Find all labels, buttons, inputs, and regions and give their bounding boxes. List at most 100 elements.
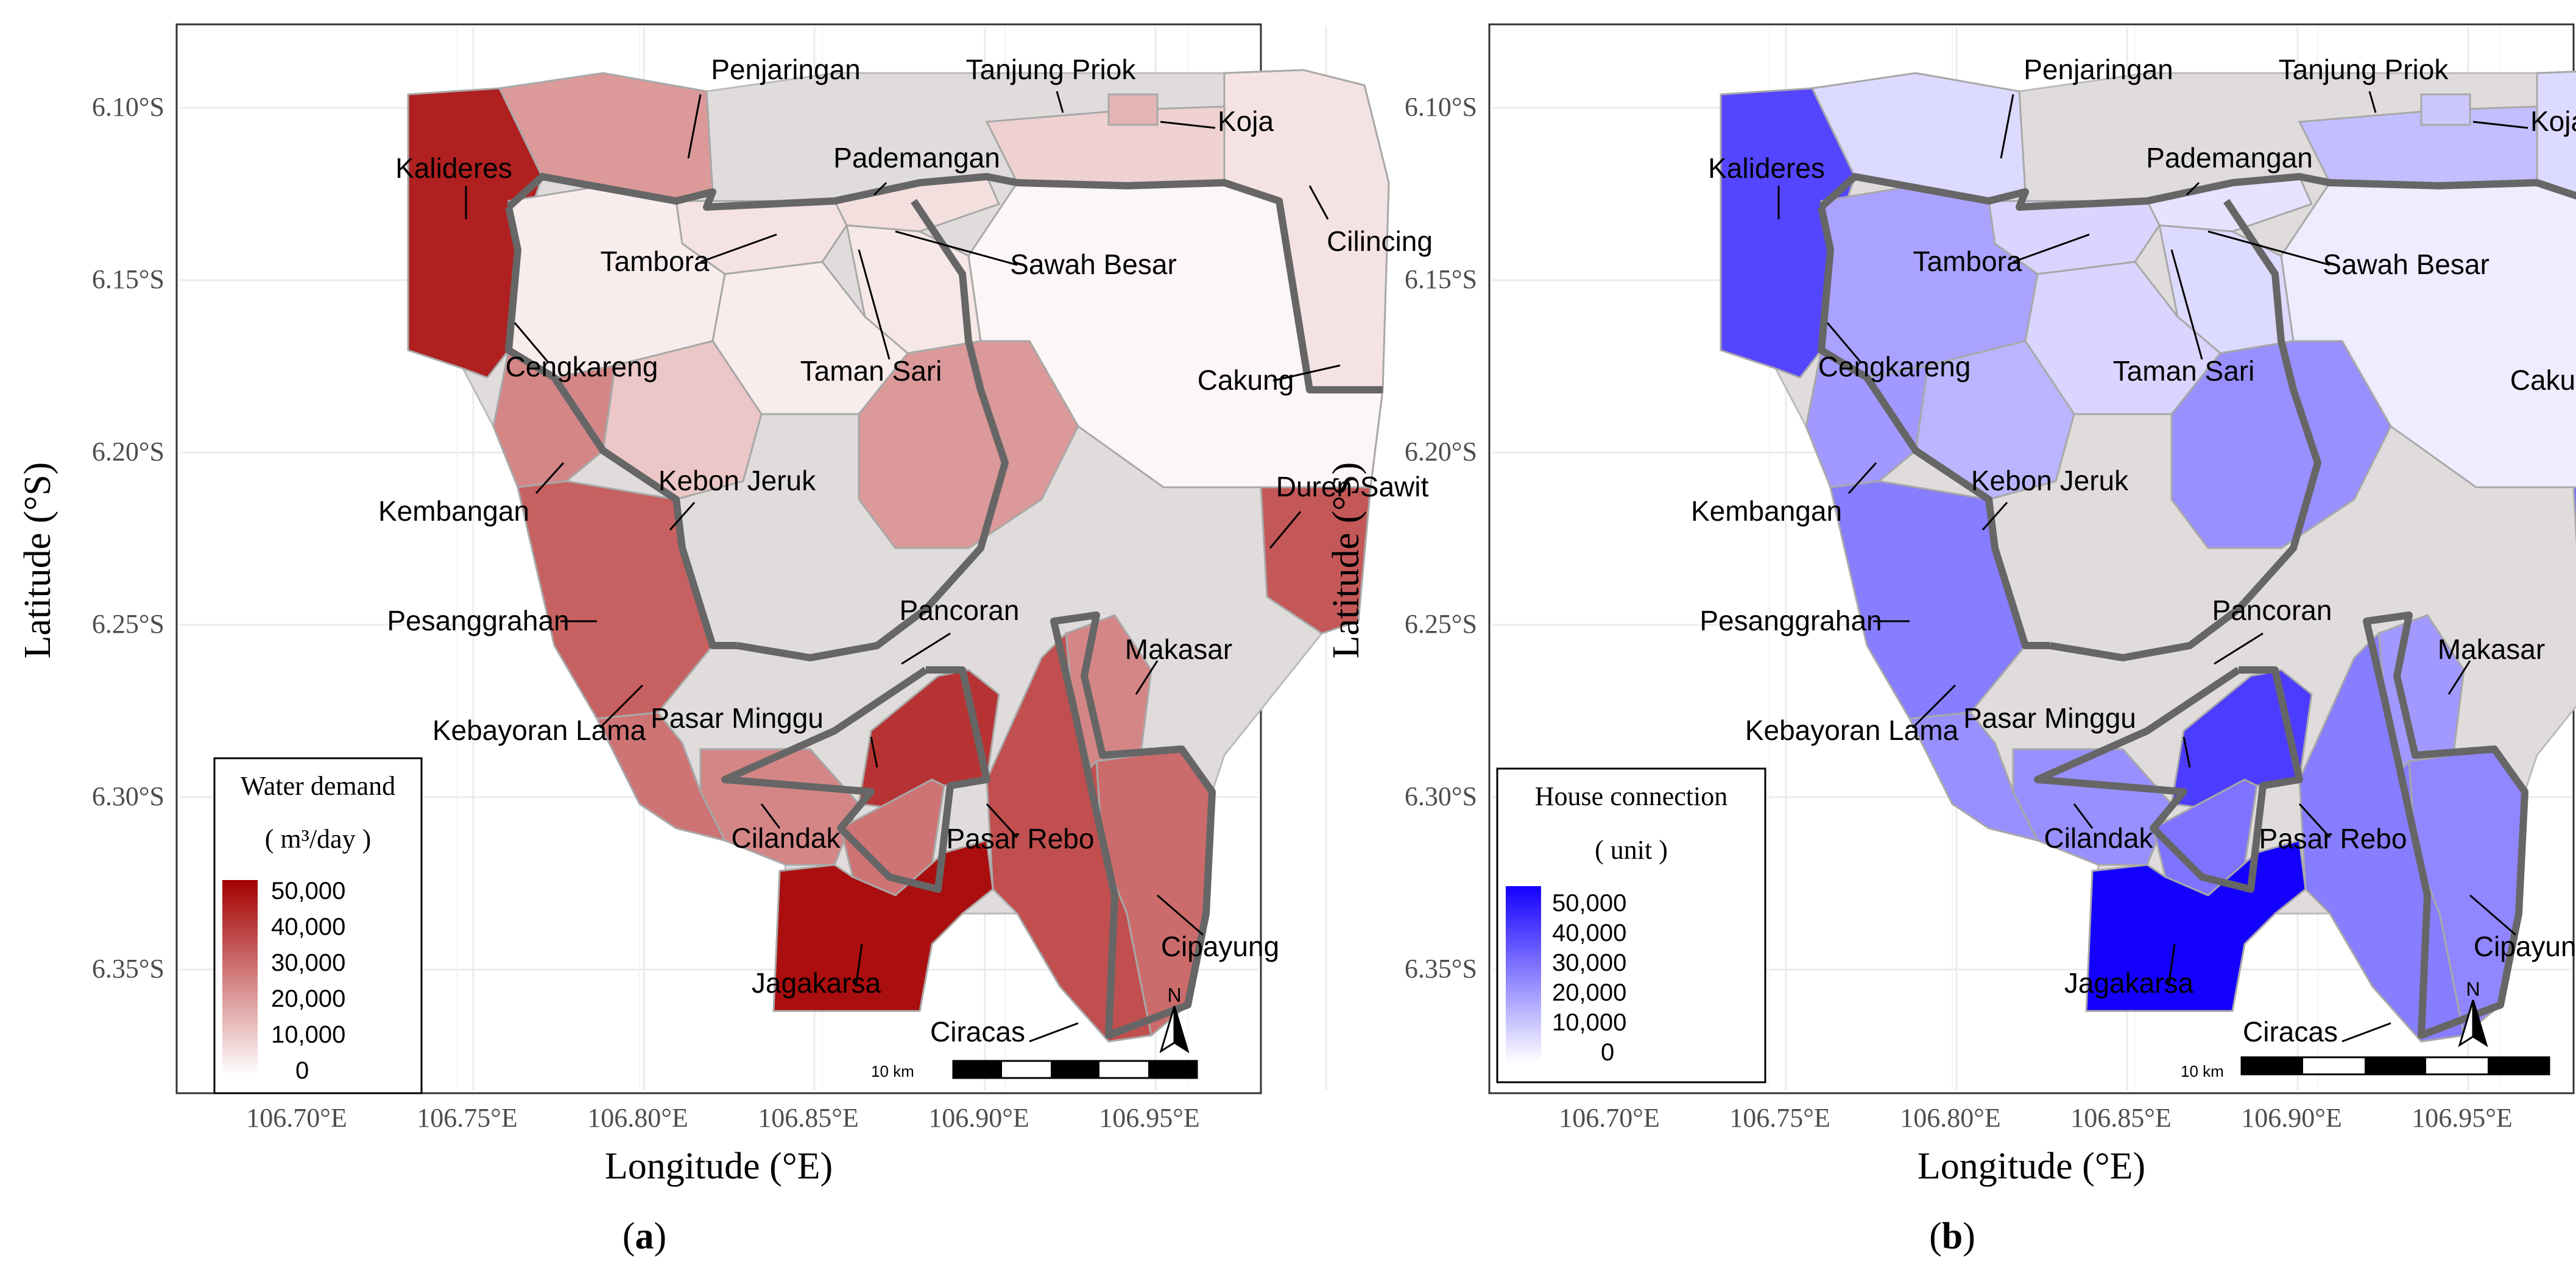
leader-line bbox=[2186, 181, 2200, 196]
label-duren-sawit: Duren Sawit bbox=[1276, 471, 1429, 502]
leader-line bbox=[1157, 894, 1204, 936]
scale-bar-segment bbox=[2242, 1057, 2303, 1074]
label-kebon-jeruk: Kebon Jeruk bbox=[658, 465, 816, 496]
label-kebon-jeruk: Kebon Jeruk bbox=[1971, 465, 2129, 496]
leader-line bbox=[2170, 249, 2203, 360]
legend-tick: 0 bbox=[1601, 1039, 1614, 1066]
panel-a-legend: Water demand ( m³/day ) 50,000 40,000 30… bbox=[213, 757, 423, 1094]
label-cilandak: Cilandak bbox=[2044, 822, 2154, 854]
scale-bar-segment bbox=[2365, 1057, 2426, 1074]
leader-line bbox=[1826, 322, 1862, 363]
legend-tick-labels: 50,000 40,000 30,000 20,000 10,000 0 bbox=[271, 878, 345, 1084]
leader-line bbox=[2341, 1022, 2391, 1043]
y-tick-label: 6.10°S bbox=[1405, 92, 1477, 122]
panel-b-y-ticks: 6.10°S 6.15°S 6.20°S 6.25°S 6.30°S 6.35°… bbox=[1405, 92, 1477, 984]
north-label: N bbox=[2466, 978, 2480, 1000]
y-tick-label: 6.15°S bbox=[92, 264, 164, 294]
district-tanjung-priok bbox=[2298, 105, 2538, 187]
leader-line bbox=[760, 803, 781, 829]
x-tick-label: 106.90°E bbox=[928, 1103, 1029, 1133]
label-cilandak: Cilandak bbox=[732, 822, 841, 854]
legend-box bbox=[1496, 767, 1766, 1083]
leader-line bbox=[2000, 94, 2014, 159]
legend-tick: 50,000 bbox=[1552, 890, 1626, 917]
legend-tick-labels: 50,000 40,000 30,000 20,000 10,000 0 bbox=[1552, 890, 1626, 1066]
leader-line bbox=[1911, 684, 1957, 729]
label-pademangan: Pademangan bbox=[833, 142, 1000, 174]
panel-a-x-axis-title: Longitude (°E) bbox=[605, 1146, 833, 1187]
legend-colorbar bbox=[222, 880, 258, 1075]
label-pasar-rebo: Pasar Rebo bbox=[2259, 823, 2407, 854]
legend-tick: 20,000 bbox=[271, 985, 345, 1012]
panel-b-label-leaders bbox=[1777, 91, 2528, 1043]
label-tanjung-priok: Tanjung Priok bbox=[2279, 54, 2449, 85]
y-tick-label: 6.30°S bbox=[1405, 781, 1477, 811]
leader-line bbox=[870, 736, 878, 768]
x-tick-label: 106.95°E bbox=[1099, 1103, 1199, 1133]
leader-line bbox=[2472, 121, 2528, 129]
leader-line bbox=[1981, 502, 2008, 530]
y-tick-label: 6.35°S bbox=[92, 954, 164, 984]
leader-line bbox=[599, 684, 644, 729]
label-pademangan: Pademangan bbox=[2146, 142, 2313, 174]
legend-tick: 40,000 bbox=[1552, 920, 1626, 946]
panel-b: Penjaringan Tanjung Priok Koja Kalideres Pad… bbox=[1325, 23, 2576, 1257]
y-tick-label: 6.25°S bbox=[92, 609, 164, 639]
panel-a-north-arrow: N bbox=[1159, 984, 1190, 1054]
x-tick-label: 106.85°E bbox=[758, 1103, 858, 1133]
legend-unit: ( unit ) bbox=[1595, 835, 1668, 865]
legend-tick: 30,000 bbox=[1552, 949, 1626, 976]
label-pancoran: Pancoran bbox=[900, 594, 1020, 626]
leader-line bbox=[669, 502, 696, 530]
label-jagakarsa: Jagakarsa bbox=[752, 967, 881, 999]
label-makasar: Makasar bbox=[2438, 633, 2545, 665]
panel-a-outline bbox=[505, 173, 1383, 1039]
panel-a-label-leaders bbox=[465, 91, 1341, 1043]
label-kembangan: Kembangan bbox=[378, 495, 529, 527]
legend-tick: 10,000 bbox=[271, 1021, 345, 1048]
leader-line bbox=[2013, 233, 2090, 263]
north-label: N bbox=[1167, 984, 1181, 1006]
leader-line bbox=[855, 943, 863, 987]
district-kembangan bbox=[492, 348, 616, 488]
district-koja bbox=[1107, 93, 1159, 126]
legend-tick: 10,000 bbox=[1552, 1009, 1626, 1036]
legend-colorbar bbox=[1506, 886, 1541, 1063]
panel-a-y-ticks: 6.10°S 6.15°S 6.20°S 6.25°S 6.30°S 6.35°… bbox=[92, 92, 164, 984]
label-tambora: Tambora bbox=[601, 245, 710, 277]
panel-a-districts bbox=[407, 69, 1390, 1043]
leader-line bbox=[2368, 91, 2377, 113]
district-tanjung-priok bbox=[985, 105, 1226, 187]
leader-line bbox=[2447, 660, 2471, 695]
label-cipayung: Cipayung bbox=[1161, 931, 1279, 962]
panel-b-north-arrow: N bbox=[2458, 978, 2488, 1048]
legend-tick: 20,000 bbox=[1552, 979, 1626, 1006]
label-sawah-besar: Sawah Besar bbox=[2323, 248, 2490, 280]
legend-unit: ( m³/day ) bbox=[265, 824, 371, 854]
panel-b-legend: House connection ( unit ) 50,000 40,000 … bbox=[1496, 767, 1766, 1083]
scale-bar-segment bbox=[953, 1061, 1002, 1078]
y-tick-label: 6.10°S bbox=[92, 92, 164, 122]
label-penjaringan: Penjaringan bbox=[2024, 54, 2173, 85]
label-kalideres: Kalideres bbox=[1708, 152, 1825, 184]
district-duren-sawit bbox=[2572, 486, 2576, 548]
leader-line bbox=[895, 230, 1018, 266]
y-tick-label: 6.25°S bbox=[1405, 609, 1477, 639]
legend-title: House connection bbox=[1535, 781, 1727, 811]
leader-line bbox=[2167, 943, 2176, 987]
label-cakung: Cakung bbox=[1198, 364, 1294, 396]
leader-line bbox=[1269, 511, 1302, 549]
label-pesanggrahan: Pesanggrahan bbox=[387, 605, 569, 636]
leader-line bbox=[535, 462, 565, 495]
label-kebayoran-lama: Kebayoran Lama bbox=[1745, 714, 1959, 746]
y-tick-label: 6.30°S bbox=[92, 781, 164, 811]
north-arrow-icon bbox=[1173, 1006, 1190, 1054]
leader-line bbox=[873, 181, 887, 196]
panel-a-x-ticks: 106.70°E 106.75°E 106.80°E 106.85°E 106.… bbox=[246, 1103, 1199, 1133]
district-pancoran bbox=[2170, 340, 2392, 549]
label-ciracas: Ciracas bbox=[930, 1016, 1025, 1048]
y-tick-label: 6.20°S bbox=[1405, 437, 1477, 467]
leader-line bbox=[2207, 230, 2331, 266]
panel-b-y-axis-title: Latitude (°S) bbox=[1325, 462, 1367, 659]
panel-a-scale-bar: 10 km bbox=[871, 1060, 1198, 1080]
